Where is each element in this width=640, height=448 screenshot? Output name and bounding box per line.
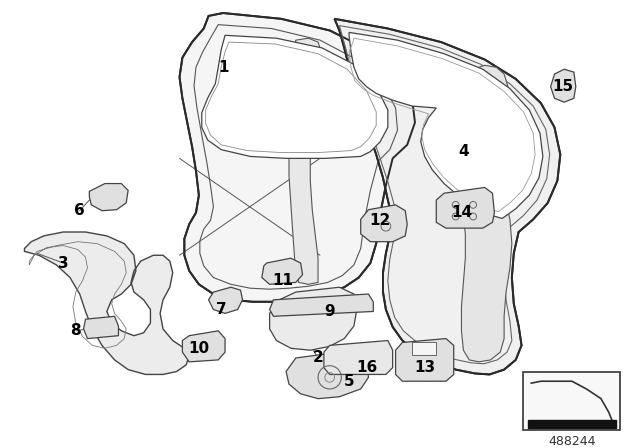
Text: 12: 12 xyxy=(369,213,390,228)
Polygon shape xyxy=(269,287,357,350)
Polygon shape xyxy=(452,65,512,362)
Polygon shape xyxy=(396,339,454,381)
Polygon shape xyxy=(209,287,243,314)
Polygon shape xyxy=(412,342,436,355)
Text: 13: 13 xyxy=(414,360,435,375)
Text: 2: 2 xyxy=(313,350,323,366)
Text: 6: 6 xyxy=(74,203,85,218)
Text: 9: 9 xyxy=(324,304,335,319)
Polygon shape xyxy=(90,184,128,211)
Text: 15: 15 xyxy=(553,79,574,94)
Polygon shape xyxy=(550,69,576,102)
Text: 4: 4 xyxy=(458,144,468,159)
Polygon shape xyxy=(182,331,225,362)
Polygon shape xyxy=(262,258,303,284)
Polygon shape xyxy=(269,294,373,316)
Polygon shape xyxy=(289,38,322,284)
Text: 7: 7 xyxy=(216,302,227,317)
Text: 10: 10 xyxy=(188,341,209,356)
Polygon shape xyxy=(529,420,616,428)
Text: 14: 14 xyxy=(451,205,472,220)
Polygon shape xyxy=(335,19,560,375)
Text: 11: 11 xyxy=(273,273,294,288)
Polygon shape xyxy=(361,205,407,241)
Polygon shape xyxy=(286,350,369,399)
Bar xyxy=(524,371,620,430)
Text: 1: 1 xyxy=(218,60,228,75)
Polygon shape xyxy=(436,187,495,228)
Text: 5: 5 xyxy=(344,374,355,389)
Text: 16: 16 xyxy=(356,360,377,375)
Text: 3: 3 xyxy=(58,255,68,271)
Polygon shape xyxy=(84,316,118,339)
Polygon shape xyxy=(324,340,393,375)
Polygon shape xyxy=(349,32,543,219)
Text: 488244: 488244 xyxy=(548,435,596,448)
Polygon shape xyxy=(24,232,189,375)
Text: 8: 8 xyxy=(70,323,81,338)
Polygon shape xyxy=(179,13,415,302)
Polygon shape xyxy=(202,35,388,158)
